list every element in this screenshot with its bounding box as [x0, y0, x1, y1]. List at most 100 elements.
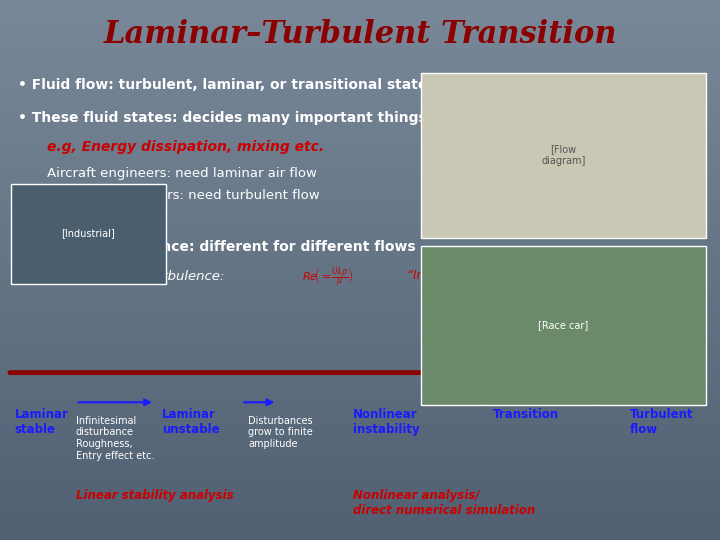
Bar: [0, 443, 720, 445]
Bar: [0, 421, 720, 424]
Bar: [0, 211, 720, 213]
Bar: [0, 24, 720, 27]
Bar: [0, 373, 720, 375]
Text: Turbulent
flow: Turbulent flow: [630, 408, 693, 436]
Bar: [0, 418, 720, 421]
Bar: [0, 510, 720, 513]
Bar: [0, 481, 720, 483]
Bar: [0, 429, 720, 432]
Bar: [0, 16, 720, 19]
Bar: [0, 486, 720, 489]
Bar: [0, 278, 720, 281]
Bar: [0, 51, 720, 54]
Bar: [0, 292, 720, 294]
Bar: [0, 364, 720, 367]
Bar: [0, 256, 720, 259]
Text: Nonlinear
instability: Nonlinear instability: [353, 408, 420, 436]
Text: • These fluid states: decides many important things: • These fluid states: decides many impor…: [18, 111, 427, 125]
Bar: [0, 284, 720, 286]
Bar: [0, 467, 720, 470]
Bar: [0, 38, 720, 40]
Text: $Re\!\left(=\!\frac{UL\rho}{\mu}\right)$: $Re\!\left(=\!\frac{UL\rho}{\mu}\right)$: [302, 266, 354, 290]
Bar: [0, 435, 720, 437]
Bar: [0, 456, 720, 459]
Bar: [0, 119, 720, 122]
Bar: [0, 178, 720, 181]
Bar: [0, 194, 720, 197]
Bar: [0, 297, 720, 300]
Bar: [0, 186, 720, 189]
Bar: [0, 518, 720, 521]
Bar: [0, 89, 720, 92]
Bar: [0, 103, 720, 105]
Bar: [0, 348, 720, 351]
Bar: [0, 497, 720, 500]
Bar: [0, 57, 720, 59]
Bar: [0, 173, 720, 176]
Bar: [0, 32, 720, 35]
Text: Chemical engineers: need turbulent flow: Chemical engineers: need turbulent flow: [47, 189, 320, 202]
Bar: [0, 381, 720, 383]
Bar: [0, 370, 720, 373]
Bar: [0, 313, 720, 316]
Bar: [0, 157, 720, 159]
Bar: [0, 46, 720, 49]
Bar: [0, 240, 720, 243]
Bar: [0, 65, 720, 68]
Bar: [0, 319, 720, 321]
Bar: [0, 451, 720, 454]
Bar: [0, 122, 720, 124]
Bar: [0, 127, 720, 130]
Text: Laminar
unstable: Laminar unstable: [162, 408, 220, 436]
Bar: [0, 27, 720, 30]
Bar: [0, 338, 720, 340]
Text: Laminar
stable: Laminar stable: [14, 408, 68, 436]
Bar: [0, 62, 720, 65]
Bar: [0, 310, 720, 313]
Bar: [0, 94, 720, 97]
Bar: [0, 35, 720, 38]
Bar: [0, 505, 720, 508]
Bar: [0, 529, 720, 532]
Bar: [0, 113, 720, 116]
Bar: [0, 146, 720, 148]
Text: Transition: Transition: [493, 408, 559, 421]
Bar: [0, 92, 720, 94]
Bar: [0, 159, 720, 162]
Bar: [0, 265, 720, 267]
Bar: [0, 424, 720, 427]
Bar: [0, 472, 720, 475]
Bar: [0, 359, 720, 362]
Bar: [0, 189, 720, 192]
Bar: [0, 162, 720, 165]
Bar: [0, 416, 720, 418]
Bar: [0, 192, 720, 194]
Bar: [0, 367, 720, 370]
Text: Infinitesimal
disturbance
Roughness,
Entry effect etc.: Infinitesimal disturbance Roughness, Ent…: [76, 416, 154, 461]
Bar: [0, 397, 720, 400]
Bar: [0, 5, 720, 8]
Bar: [0, 49, 720, 51]
Bar: [0, 408, 720, 410]
Bar: [0, 335, 720, 338]
Bar: [0, 86, 720, 89]
Text: Laminar–Turbulent Transition: Laminar–Turbulent Transition: [103, 19, 617, 50]
Bar: [0, 221, 720, 224]
Bar: [0, 181, 720, 184]
Bar: [0, 389, 720, 392]
Bar: [0, 327, 720, 329]
Bar: [0, 440, 720, 443]
Bar: [0, 521, 720, 524]
Bar: [0, 275, 720, 278]
Bar: [0, 251, 720, 254]
Bar: [0, 375, 720, 378]
Bar: [0, 513, 720, 516]
Bar: [0, 494, 720, 497]
Bar: [0, 200, 720, 202]
Bar: [0, 170, 720, 173]
Bar: [0, 124, 720, 127]
Bar: [0, 489, 720, 491]
Bar: [0, 294, 720, 297]
Bar: [0, 454, 720, 456]
Bar: [0, 413, 720, 416]
